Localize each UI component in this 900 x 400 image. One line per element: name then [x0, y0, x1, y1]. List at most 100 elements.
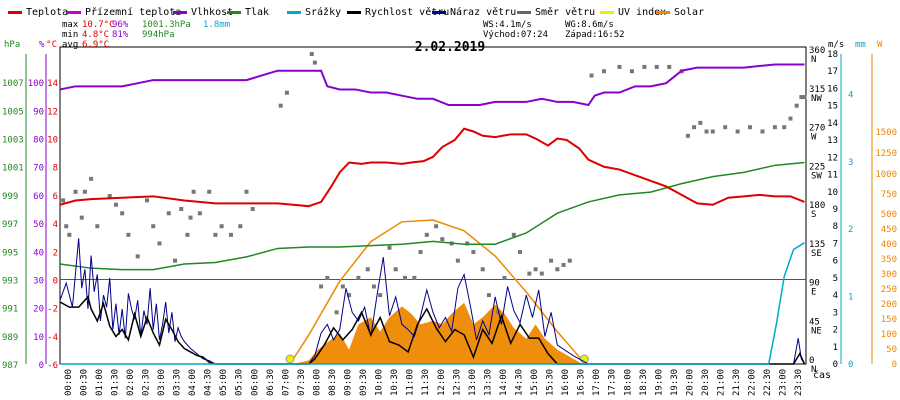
x-tick-label: 16:30	[577, 369, 587, 396]
axis-tick-w: 1000	[875, 170, 897, 180]
legend-swatch	[432, 11, 446, 14]
wind-dir-point	[692, 125, 697, 130]
wind-dir-point	[67, 232, 72, 237]
axis-tick-dir-deg: 315	[809, 85, 825, 95]
axis-tick-dir-deg: 90	[809, 279, 820, 289]
axis-tick-ms: 0	[833, 360, 838, 370]
x-tick-label: 17:00	[592, 369, 602, 396]
axis-tick-temp: 12	[47, 107, 58, 117]
axis-tick-w: 400	[881, 240, 897, 250]
wind-dir-point	[698, 120, 703, 125]
legend-swatch	[287, 11, 301, 14]
legend-swatch	[67, 11, 81, 14]
axis-tick-ms: 17	[827, 67, 838, 77]
stat-value: 96%	[112, 20, 129, 30]
wind-dir-point	[73, 189, 78, 194]
stat-value: max	[62, 20, 79, 30]
wind-dir-point	[157, 241, 162, 246]
axis-tick-temp: 6	[53, 192, 58, 202]
wind-dir-point	[667, 64, 672, 69]
axis-tick-pct: 50	[33, 220, 44, 230]
wind-dir-point	[207, 189, 212, 194]
x-tick-label: 22:00	[748, 369, 758, 396]
axis-tick-temp: -4	[47, 333, 58, 343]
axis-tick-pct: 40	[33, 248, 44, 258]
x-tick-label: 12:00	[437, 369, 447, 396]
wind-dir-point	[151, 224, 156, 229]
axis-unit-w: W	[877, 40, 883, 50]
stat-value: 10.7°C	[82, 20, 115, 30]
wind-dir-point	[173, 258, 178, 263]
wind-dir-point	[434, 224, 439, 229]
axis-tick-ms: 10	[827, 188, 838, 198]
x-tick-label: 09:00	[344, 369, 354, 396]
x-tick-label: 09:30	[359, 369, 369, 396]
wind-dir-point	[642, 64, 647, 69]
x-tick-label: 15:00	[530, 369, 540, 396]
wind-dir-point	[561, 262, 566, 267]
wind-dir-point	[440, 237, 445, 242]
wind-dir-point	[179, 207, 184, 211]
x-tick-label: 03:00	[157, 369, 167, 396]
wind-dir-point	[555, 267, 560, 272]
axis-tick-w: 450	[881, 225, 897, 235]
wind-dir-point	[250, 207, 255, 211]
series-temperature	[59, 127, 805, 208]
x-tick-label: 20:30	[701, 369, 711, 396]
wind-dir-point	[145, 198, 150, 203]
x-tick-label: 23:00	[779, 369, 789, 396]
wind-dir-point	[393, 267, 398, 272]
axis-tick-w: 200	[881, 300, 897, 310]
legend-swatch	[600, 11, 614, 14]
stat-value: 994hPa	[142, 30, 175, 40]
wind-dir-point	[799, 95, 804, 100]
sunrise-marker	[285, 354, 295, 364]
x-tick-label: 04:30	[204, 369, 214, 396]
legend-swatch	[517, 11, 531, 14]
wind-dir-point	[533, 267, 538, 272]
wind-dir-point	[191, 189, 196, 194]
series-wind-speed	[59, 295, 806, 365]
wind-dir-point	[82, 189, 87, 194]
stat-wg: WG:8.6m/s	[565, 20, 614, 30]
x-tick-label: 13:00	[468, 369, 478, 396]
x-tick-label: 02:00	[126, 369, 136, 396]
wind-dir-point	[79, 215, 84, 220]
legend-swatch	[656, 11, 670, 14]
x-tick-label: 04:00	[188, 369, 198, 396]
wind-dir-point	[549, 258, 554, 263]
axis-tick-pct: 90	[33, 107, 44, 117]
axis-tick-mm: 2	[848, 225, 853, 235]
axis-tick-ms: 3	[833, 308, 838, 318]
wind-dir-point	[61, 198, 66, 203]
wind-dir-point	[238, 224, 243, 229]
axis-tick-dir-name: N	[811, 365, 816, 375]
axis-tick-dir-name: W	[811, 133, 817, 143]
wind-dir-point	[278, 103, 283, 108]
axis-tick-ms: 1	[833, 343, 838, 353]
wind-dir-point	[685, 133, 690, 138]
axis-tick-mm: 4	[848, 90, 853, 100]
wind-dir-point	[319, 284, 324, 289]
x-tick-label: 23:30	[794, 369, 804, 396]
axis-tick-pct: 80	[33, 136, 44, 146]
axis-unit-hpa: hPa	[4, 40, 20, 50]
wind-dir-point	[710, 129, 715, 134]
wind-dir-point	[486, 293, 491, 298]
axis-tick-ms: 13	[827, 136, 838, 146]
wind-dir-point	[629, 69, 634, 74]
wind-dir-point	[325, 275, 330, 280]
x-tick-label: 14:30	[514, 369, 524, 396]
x-tick-label: 13:30	[483, 369, 493, 396]
x-tick-label: 11:30	[421, 369, 431, 396]
solar-area	[293, 302, 583, 364]
wind-dir-point	[284, 90, 289, 95]
axis-tick-hpa: 991	[2, 305, 18, 315]
x-tick-label: 03:30	[173, 369, 183, 396]
wind-dir-point	[471, 250, 476, 255]
legend-label: Srážky	[305, 6, 341, 18]
wind-dir-point	[723, 125, 728, 130]
legend-label: Směr větru	[535, 6, 595, 18]
axis-tick-pct: 70	[33, 164, 44, 174]
axis-tick-w: 250	[881, 285, 897, 295]
